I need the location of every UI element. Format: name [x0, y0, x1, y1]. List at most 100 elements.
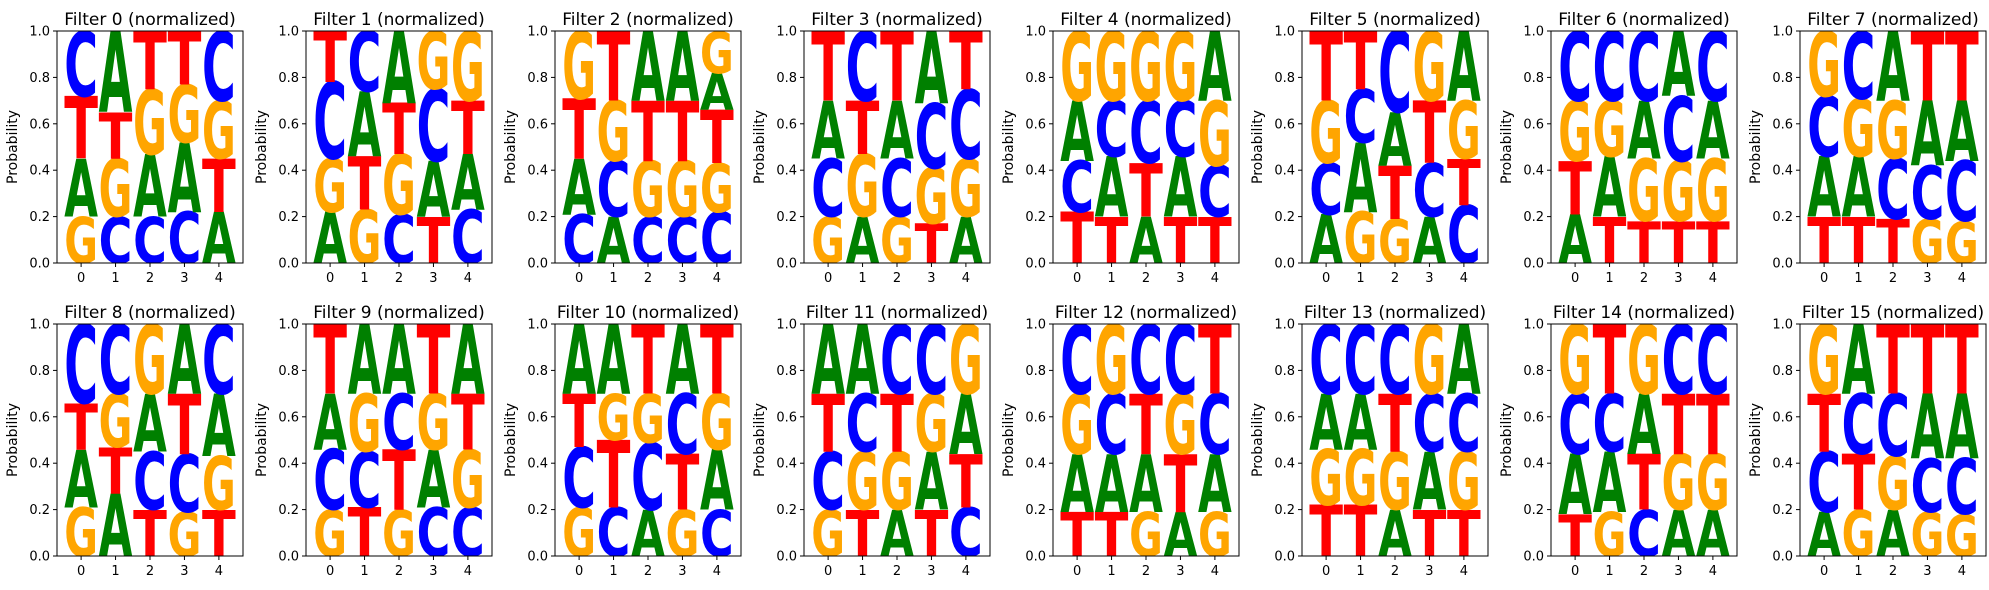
logo-letter-T: T [202, 498, 236, 572]
x-tick-label: 1 [111, 271, 119, 286]
logo-letter-G: G [1662, 145, 1696, 241]
logo-letter-T: T [597, 423, 631, 530]
y-tick-label: 1.0 [1025, 318, 1046, 333]
logo-letter-G: G [1696, 141, 1730, 242]
filter-panel: Filter 4 (normalized)ProbabilityTCAGTACG… [1001, 10, 1240, 286]
y-tick-label: 0.4 [1523, 457, 1544, 472]
y-axis-label: Probability [752, 403, 768, 477]
y-tick-label: 0.4 [1772, 164, 1793, 179]
logo-letter-C: C [417, 71, 451, 185]
x-tick-label: 0 [1073, 271, 1081, 286]
logo-letter-T: T [1842, 205, 1876, 279]
logo-letter-T: T [64, 391, 98, 465]
logo-letter-A: A [846, 204, 880, 279]
x-tick-label: 4 [1958, 564, 1966, 579]
logo-letter-A: A [666, 12, 700, 124]
logo-letter-C: C [631, 425, 665, 533]
logo-letter-A: A [1060, 85, 1094, 181]
logo-letter-T: T [1198, 304, 1232, 416]
logo-letter-G: G [133, 307, 167, 417]
logo-letter-A: A [64, 143, 98, 236]
x-tick-label: 0 [326, 564, 334, 579]
y-tick-label: 0.6 [278, 410, 299, 425]
y-tick-label: 0.8 [1274, 364, 1295, 379]
x-tick-label: 2 [395, 564, 403, 579]
x-tick-label: 2 [1889, 564, 1897, 579]
y-axis-label: Probability [5, 403, 21, 477]
x-tick-label: 4 [1460, 564, 1468, 579]
logo-letter-C: C [597, 494, 631, 572]
y-tick-label: 0.6 [29, 117, 50, 132]
logo-letter-T: T [631, 86, 665, 182]
logo-letter-T: T [202, 144, 236, 230]
y-tick-label: 1.0 [29, 25, 50, 40]
y-tick-label: 0.8 [776, 364, 797, 379]
logo-letter-T: T [1309, 11, 1343, 123]
logo-letter-A: A [1095, 439, 1129, 532]
y-axis-label: Probability [1001, 403, 1017, 477]
y-tick-label: 0.4 [776, 457, 797, 472]
panel-title: Filter 6 (normalized) [1558, 10, 1729, 30]
y-tick-label: 0.6 [278, 117, 299, 132]
logo-letter-C: C [1593, 379, 1627, 471]
logo-letter-T: T [1807, 205, 1841, 279]
x-tick-label: 1 [360, 271, 368, 286]
logo-letter-C: C [168, 440, 202, 532]
logo-letter-A: A [1164, 140, 1198, 236]
logo-letter-C: C [1198, 152, 1232, 234]
logo-letter-C: C [631, 205, 665, 280]
x-tick-label: 1 [1107, 564, 1115, 579]
x-tick-label: 3 [180, 271, 188, 286]
logo-letter-A: A [915, 436, 949, 529]
y-tick-label: 1.0 [1523, 25, 1544, 40]
logo-letter-A: A [1344, 123, 1378, 235]
y-tick-label: 0.0 [1772, 550, 1793, 565]
x-tick-label: 3 [1674, 564, 1682, 579]
logo-letter-G: G [1198, 501, 1232, 571]
x-tick-label: 4 [1460, 271, 1468, 286]
x-tick-label: 3 [678, 271, 686, 286]
y-tick-label: 0.6 [1523, 410, 1544, 425]
x-tick-label: 0 [1322, 564, 1330, 579]
logo-letter-C: C [1662, 304, 1696, 416]
logo-letter-T: T [133, 16, 167, 108]
y-tick-label: 0.2 [1025, 503, 1046, 518]
logo-letter-A: A [1164, 501, 1198, 571]
logo-letter-A: A [1198, 12, 1232, 124]
logo-letter-T: T [417, 205, 451, 279]
logo-letter-G: G [1627, 307, 1661, 417]
logo-letter-C: C [451, 196, 485, 281]
logo-letter-C: C [949, 69, 983, 181]
logo-letter-G: G [64, 204, 98, 279]
y-axis-label: Probability [1748, 110, 1764, 184]
x-tick-label: 4 [215, 564, 223, 579]
logo-letter-T: T [1060, 501, 1094, 571]
x-tick-label: 0 [824, 271, 832, 286]
logo-letter-C: C [313, 433, 347, 529]
logo-letter-A: A [1627, 85, 1661, 178]
logo-letter-C: C [382, 378, 416, 468]
y-tick-label: 0.2 [1025, 210, 1046, 225]
panel-title: Filter 12 (normalized) [1055, 303, 1237, 323]
x-tick-label: 3 [180, 564, 188, 579]
logo-letter-A: A [1807, 501, 1841, 571]
x-tick-label: 4 [464, 271, 472, 286]
x-tick-label: 0 [1322, 271, 1330, 286]
x-tick-label: 3 [1176, 271, 1184, 286]
logo-letter-C: C [1558, 11, 1592, 123]
x-tick-label: 2 [1889, 271, 1897, 286]
y-tick-label: 0.4 [1772, 457, 1793, 472]
logo-letter-T: T [846, 86, 880, 172]
logo-letter-C: C [1807, 80, 1841, 176]
y-tick-label: 0.6 [1025, 410, 1046, 425]
logo-letter-G: G [811, 497, 845, 572]
logo-letter-A: A [1945, 376, 1979, 480]
filter-panel: Filter 7 (normalized)ProbabilityTACGTAGC… [1748, 10, 1987, 286]
y-axis-label: Probability [5, 110, 21, 184]
x-tick-label: 4 [962, 564, 970, 579]
logo-letter-T: T [562, 83, 596, 179]
